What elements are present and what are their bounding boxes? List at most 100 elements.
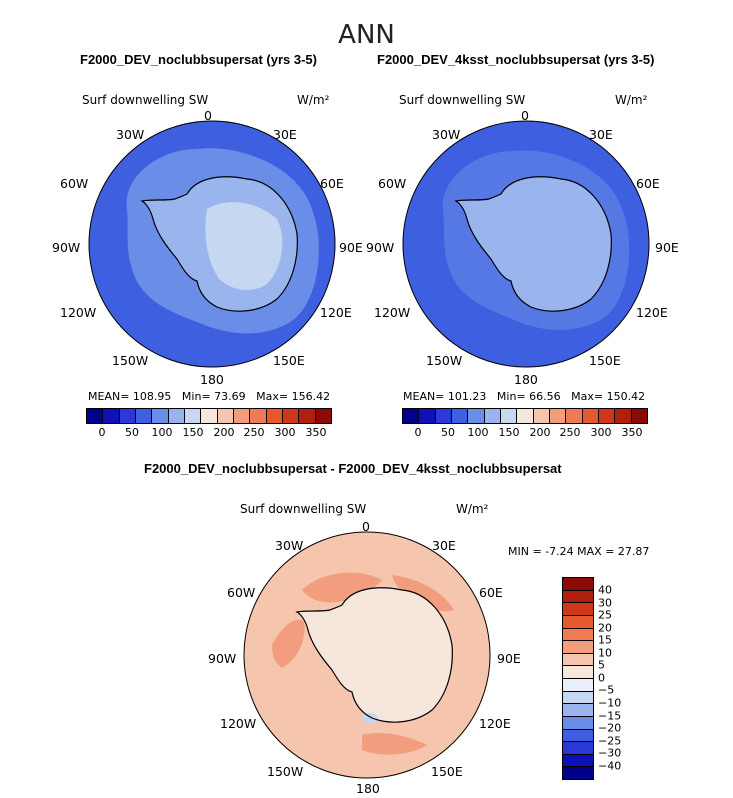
panel-2-stats: MEAN= 101.23 Min= 66.56 Max= 150.42 bbox=[403, 390, 645, 403]
panel-1-lon-150e: 150E bbox=[273, 353, 305, 368]
diff-positive-patch bbox=[362, 733, 427, 755]
diff-cb-tick: 0 bbox=[598, 671, 605, 685]
diff-colorbar-swatch bbox=[563, 729, 593, 743]
diff-min-label: MIN = bbox=[508, 545, 542, 558]
diff-panel-units-label: W/m² bbox=[456, 502, 489, 516]
diff-lon-90e: 90E bbox=[497, 651, 521, 666]
panel-1-cb-tick: 150 bbox=[182, 426, 204, 439]
panel-2-lon-30w: 30W bbox=[432, 127, 461, 142]
panel-1-max-label: Max= bbox=[256, 390, 289, 403]
diff-cb-tick: 5 bbox=[598, 658, 605, 672]
panel-2-lon-30e: 30E bbox=[589, 127, 613, 142]
panel-2-lon-90e: 90E bbox=[655, 240, 679, 255]
diff-lon-0: 0 bbox=[362, 519, 370, 534]
diff-colorbar-swatch bbox=[563, 767, 593, 779]
panel-1-cb-tick: 0 bbox=[98, 426, 106, 439]
panel-2-lon-60w: 60W bbox=[378, 176, 407, 191]
diff-lon-30w: 30W bbox=[275, 538, 304, 553]
panel-2-lon-180: 180 bbox=[514, 372, 538, 387]
diff-colorbar-swatch bbox=[563, 716, 593, 730]
panel-1-colorbar-swatch bbox=[266, 409, 283, 423]
diff-cb-tick: −25 bbox=[598, 734, 622, 748]
diff-map-border bbox=[243, 531, 491, 779]
diff-lon-180: 180 bbox=[356, 781, 380, 796]
panel-2-colorbar-swatch bbox=[517, 409, 534, 423]
panel-1-lon-120w: 120W bbox=[60, 305, 97, 320]
diff-cb-tick: 20 bbox=[598, 621, 612, 635]
panel-1-colorbar-swatch bbox=[152, 409, 169, 423]
panel-1-colorbar-swatch bbox=[103, 409, 120, 423]
panel-2-lon-120w: 120W bbox=[374, 305, 411, 320]
diff-colorbar-swatch bbox=[563, 653, 593, 667]
panel-2-cb-tick: 50 bbox=[441, 426, 455, 439]
panel-1-variable-label: Surf downwelling SW bbox=[82, 93, 209, 107]
panel-1-max-value: 156.42 bbox=[291, 390, 331, 403]
diff-polar-map bbox=[243, 531, 491, 779]
diff-cb-tick: −20 bbox=[598, 721, 622, 735]
panel-2-colorbar-swatch bbox=[435, 409, 452, 423]
panel-1-colorbar-swatch bbox=[217, 409, 234, 423]
diff-cb-tick: −40 bbox=[598, 759, 622, 773]
panel-2-colorbar-swatch bbox=[631, 409, 647, 423]
panel-2-cb-tick: 100 bbox=[467, 426, 489, 439]
panel-1-cb-tick: 250 bbox=[243, 426, 265, 439]
panel-2-variable-label: Surf downwelling SW bbox=[399, 93, 526, 107]
diff-cb-tick: 40 bbox=[598, 583, 612, 597]
diff-stats: MIN = -7.24 MAX = 27.87 bbox=[508, 545, 649, 558]
diff-colorbar-swatch bbox=[563, 628, 593, 642]
panel-1-units-label: W/m² bbox=[297, 93, 330, 107]
panel-2-colorbar-swatch bbox=[419, 409, 436, 423]
diff-panel-title: F2000_DEV_noclubbsupersat - F2000_DEV_4k… bbox=[144, 461, 562, 476]
panel-1-lon-180: 180 bbox=[200, 372, 224, 387]
diff-min-value: -7.24 bbox=[545, 545, 574, 558]
panel-2-lon-150w: 150W bbox=[426, 353, 463, 368]
diff-colorbar-swatch bbox=[563, 603, 593, 616]
panel-1-lon-120e: 120E bbox=[320, 305, 352, 320]
diff-colorbar-swatch bbox=[563, 679, 593, 692]
diff-lon-90w: 90W bbox=[208, 651, 237, 666]
diff-colorbar-swatch bbox=[563, 641, 593, 654]
panel-1-colorbar bbox=[86, 408, 332, 424]
panel-1-mean-value: 108.95 bbox=[132, 390, 172, 403]
panel-1-colorbar-swatch bbox=[168, 409, 185, 423]
panel-1-lon-90w: 90W bbox=[52, 240, 81, 255]
panel-2-title: F2000_DEV_4ksst_noclubbsupersat (yrs 3-5… bbox=[377, 52, 655, 67]
panel-1-lon-150w: 150W bbox=[112, 353, 149, 368]
panel-1-lon-0: 0 bbox=[204, 108, 212, 123]
panel-1-colorbar-swatch bbox=[87, 409, 104, 423]
panel-2-colorbar-swatch bbox=[549, 409, 567, 423]
figure-title: ANN bbox=[338, 20, 395, 50]
panel-2-mean-label: MEAN= bbox=[403, 390, 445, 403]
panel-1-cb-tick: 100 bbox=[151, 426, 173, 439]
panel-1-plateau-field bbox=[205, 202, 283, 291]
panel-2-polar-map bbox=[402, 120, 650, 368]
panel-1-colorbar-swatch bbox=[233, 409, 251, 423]
diff-cb-tick: −5 bbox=[598, 683, 615, 697]
panel-2-max-value: 150.42 bbox=[606, 390, 646, 403]
diff-cb-tick: 15 bbox=[598, 633, 612, 647]
diff-cb-tick: −10 bbox=[598, 696, 622, 710]
panel-2-colorbar-swatch bbox=[468, 409, 485, 423]
panel-1-colorbar-swatch bbox=[201, 409, 218, 423]
diff-lon-150w: 150W bbox=[267, 764, 304, 779]
panel-1-min-value: 73.69 bbox=[214, 390, 246, 403]
panel-1-colorbar-swatch bbox=[315, 409, 331, 423]
panel-1-coastline bbox=[140, 176, 298, 312]
diff-cb-tick: 10 bbox=[598, 646, 612, 660]
panel-1-lon-60e: 60E bbox=[320, 176, 344, 191]
panel-1-min-label: Min= bbox=[181, 390, 211, 403]
diff-colorbar-swatch bbox=[563, 691, 593, 705]
diff-positive-patch bbox=[392, 575, 454, 612]
panel-2-cb-tick: 300 bbox=[590, 426, 612, 439]
panel-1-lon-30e: 30E bbox=[273, 127, 297, 142]
panel-2-lon-150e: 150E bbox=[589, 353, 621, 368]
panel-1-stats: MEAN= 108.95 Min= 73.69 Max= 156.42 bbox=[88, 390, 330, 403]
panel-1-colorbar-swatch bbox=[282, 409, 300, 423]
panel-2-colorbar-swatch bbox=[615, 409, 632, 423]
diff-lon-60w: 60W bbox=[227, 585, 256, 600]
panel-2-lon-120e: 120E bbox=[636, 305, 668, 320]
panel-1-map-border bbox=[88, 120, 336, 368]
diff-negative-patch bbox=[362, 713, 378, 723]
diff-positive-patch bbox=[272, 619, 305, 668]
panel-2-cb-tick: 350 bbox=[621, 426, 643, 439]
